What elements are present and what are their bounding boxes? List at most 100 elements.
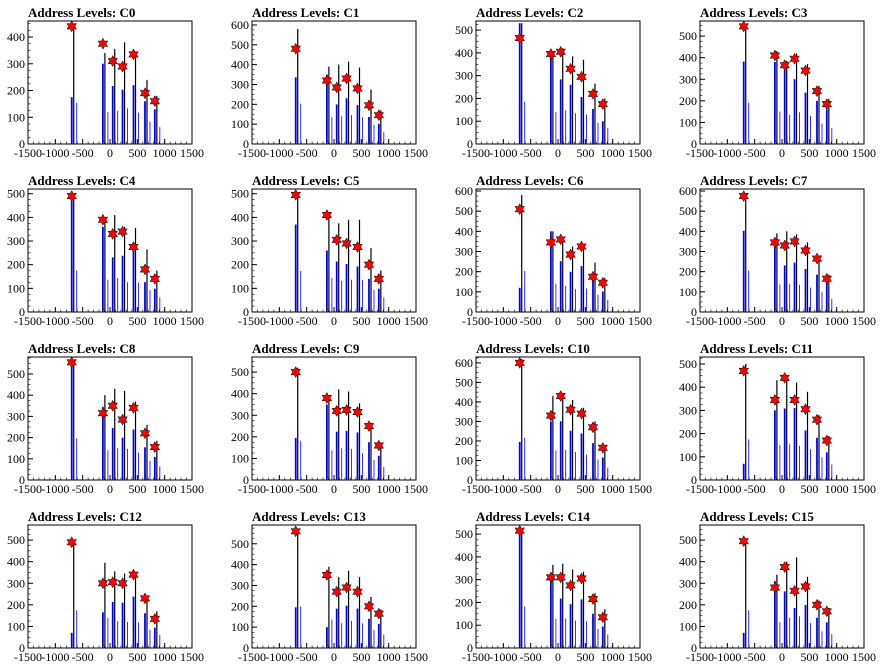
peak-marker	[514, 356, 525, 369]
plot-frame	[699, 524, 865, 649]
x-tick-label: 500	[128, 146, 146, 160]
peak-marker	[576, 572, 587, 585]
chart-title: Address Levels: C14	[476, 509, 590, 524]
x-tick-label: -500	[520, 314, 542, 328]
y-tick-label: 400	[231, 58, 249, 72]
x-tick-label: 1000	[153, 482, 177, 496]
y-tick-label: 0	[19, 641, 25, 655]
peak-marker	[789, 52, 800, 65]
x-tick-label: -500	[72, 146, 94, 160]
y-tick-label: 500	[455, 23, 473, 37]
x-tick-label: 1500	[404, 482, 428, 496]
x-tick-label: 0	[779, 314, 785, 328]
peak-marker	[769, 236, 781, 249]
y-tick-label: 300	[231, 234, 249, 248]
peak-marker	[66, 20, 77, 33]
peak-marker	[373, 607, 385, 620]
x-tick-label: -1500	[686, 650, 714, 664]
y-tick-label: 500	[679, 357, 697, 371]
x-tick-label: 500	[128, 314, 146, 328]
x-tick-label: 0	[779, 482, 785, 496]
peak-marker	[149, 441, 161, 454]
y-tick-label: 600	[455, 184, 473, 198]
peak-marker	[576, 70, 587, 83]
plot-frame	[475, 524, 641, 649]
x-tick-label: 0	[555, 482, 561, 496]
peak-marker	[321, 568, 333, 582]
x-tick-label: 1500	[628, 650, 652, 664]
y-tick-label: 0	[467, 305, 473, 319]
peak-marker	[331, 233, 342, 246]
x-tick-label: 500	[576, 482, 594, 496]
peak-marker	[331, 404, 342, 417]
x-tick-label: 500	[800, 482, 818, 496]
peak-marker	[779, 239, 790, 252]
x-tick-label: 1000	[601, 314, 625, 328]
y-tick-label: 200	[679, 265, 697, 279]
y-tick-label: 300	[455, 69, 473, 83]
x-tick-label: 1500	[180, 146, 204, 160]
peak-marker	[117, 225, 128, 238]
chart-title: Address Levels: C10	[476, 341, 590, 356]
peak-marker	[352, 240, 363, 254]
y-tick-label: 200	[455, 91, 473, 105]
peak-marker	[341, 581, 352, 594]
peak-marker	[149, 612, 161, 625]
x-tick-label: -1000	[41, 482, 69, 496]
y-tick-label: 200	[679, 598, 697, 612]
peak-marker	[117, 577, 128, 590]
peak-marker	[373, 439, 385, 452]
x-tick-label: 1000	[601, 482, 625, 496]
x-tick-label: 1000	[153, 314, 177, 328]
chart-title: Address Levels: C5	[252, 173, 360, 188]
y-tick-label: 0	[691, 305, 697, 319]
y-tick-label: 0	[691, 473, 697, 487]
y-tick-label: 100	[455, 114, 473, 128]
y-tick-label: 500	[455, 204, 473, 218]
x-tick-label: -1000	[489, 482, 517, 496]
x-tick-label: 0	[107, 482, 113, 496]
y-tick-label: 100	[679, 285, 697, 299]
x-tick-label: 1500	[852, 314, 876, 328]
peak-marker	[290, 525, 301, 538]
x-tick-label: 500	[352, 650, 370, 664]
peak-marker	[66, 536, 77, 549]
y-tick-label: 500	[7, 367, 25, 381]
x-tick-label: -500	[744, 482, 766, 496]
peak-marker	[738, 190, 749, 203]
x-tick-label: 500	[800, 146, 818, 160]
peak-marker	[149, 272, 161, 285]
y-tick-label: 0	[243, 137, 249, 151]
peak-marker	[149, 95, 161, 108]
peak-marker	[363, 420, 375, 433]
x-tick-label: 500	[800, 314, 818, 328]
x-tick-label: 0	[555, 650, 561, 664]
plot-frame	[475, 20, 641, 145]
x-tick-label: -500	[744, 650, 766, 664]
y-tick-label: 400	[231, 210, 249, 224]
y-tick-label: 400	[231, 387, 249, 401]
y-tick-label: 400	[7, 388, 25, 402]
peak-marker	[811, 252, 823, 265]
y-tick-label: 0	[243, 641, 249, 655]
plot-frame	[699, 188, 865, 313]
x-tick-label: 500	[128, 650, 146, 664]
x-tick-label: 1000	[825, 146, 849, 160]
plot-frame	[27, 188, 193, 313]
x-tick-label: -500	[744, 146, 766, 160]
x-tick-label: 500	[352, 482, 370, 496]
y-tick-label: 100	[455, 453, 473, 467]
chart-title: Address Levels: C3	[700, 5, 808, 20]
y-tick-label: 0	[243, 305, 249, 319]
peak-marker	[587, 421, 599, 434]
y-tick-label: 300	[455, 245, 473, 259]
y-tick-label: 600	[231, 18, 249, 32]
peak-marker	[565, 248, 576, 261]
x-tick-label: 1000	[601, 146, 625, 160]
y-tick-label: 200	[455, 265, 473, 279]
x-tick-label: -1000	[713, 314, 741, 328]
x-tick-label: 0	[107, 650, 113, 664]
x-tick-label: 1500	[404, 146, 428, 160]
y-tick-label: 300	[7, 409, 25, 423]
